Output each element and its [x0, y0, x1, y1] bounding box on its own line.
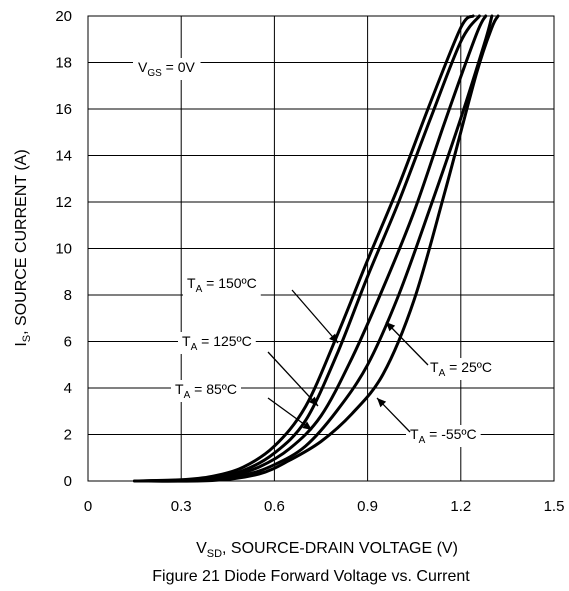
condition-label: VGS = 0V [138, 59, 196, 79]
label-background [183, 274, 261, 296]
annotation-layer: VGS = 0V TA = 150ºC TA = 125ºC TA = 85ºC TA … [133, 58, 496, 447]
annotation-arrowhead [377, 398, 387, 408]
y-axis-label: IS, SOURCE CURRENT (A) [13, 149, 33, 346]
y-tick-label: 10 [55, 241, 72, 258]
series-label-25: TA = 25ºC [430, 359, 492, 379]
y-tick-label: 4 [64, 380, 72, 397]
y-tick-label: 12 [55, 194, 72, 211]
grid-layer [87, 15, 555, 482]
tick-layer: 0 0.3 0.6 0.9 1.2 1.5 0 2 4 6 8 10 12 14 16 18 20 [55, 8, 564, 515]
y-axis-label-rest: , SOURCE CURRENT (A) [13, 149, 30, 335]
series-line-3 [133, 14, 494, 483]
annotation-arrow [291, 289, 339, 344]
x-tick-label: 0 [84, 498, 92, 515]
label-background [178, 332, 256, 354]
y-tick-label: 8 [64, 287, 72, 304]
y-tick-label: 18 [55, 55, 72, 72]
y-tick-label: 14 [55, 148, 72, 165]
x-tick-label: 1.2 [450, 498, 471, 515]
label-background [133, 58, 201, 80]
x-axis-label-rest: , SOURCE-DRAIN VOLTAGE (V) [222, 540, 458, 557]
x-tick-label: 0.3 [171, 498, 192, 515]
series-line-4 [133, 14, 500, 483]
plot-frame [87, 15, 555, 482]
annotation-arrow [267, 351, 319, 407]
x-axis-label: VSD, SOURCE-DRAIN VOLTAGE (V) [196, 540, 458, 560]
x-axis-label-sub: SD [207, 548, 222, 560]
series-label-150: TA = 150ºC [187, 275, 257, 295]
curve-layer [133, 14, 500, 483]
x-tick-label: 0.9 [357, 498, 378, 515]
series-label-minus55: TA = -55ºC [410, 426, 477, 446]
label-background [406, 425, 481, 447]
y-axis-label-main: I [13, 342, 30, 346]
y-tick-label: 16 [55, 101, 72, 118]
y-tick-label: 20 [55, 8, 72, 25]
annotation-arrow [267, 397, 313, 431]
annotation-arrow [385, 321, 429, 366]
y-tick-label: 6 [64, 334, 72, 351]
figure-caption: Figure 21 Diode Forward Voltage vs. Curr… [152, 568, 470, 585]
series-label-125: TA = 125ºC [182, 333, 252, 353]
label-background [171, 380, 241, 402]
annotation-arrowhead [386, 322, 396, 332]
series-label-85: TA = 85ºC [175, 381, 237, 401]
x-tick-label: 0.6 [264, 498, 285, 515]
y-axis-label-sub: S [21, 335, 33, 342]
annotation-arrowhead [302, 421, 312, 430]
annotation-arrowhead [308, 396, 318, 406]
x-tick-label: 1.5 [544, 498, 565, 515]
y-tick-label: 2 [64, 427, 72, 444]
x-axis-label-main: V [196, 540, 207, 557]
annotation-arrowhead [329, 333, 338, 343]
y-tick-label: 0 [64, 473, 72, 490]
label-background [426, 358, 496, 380]
